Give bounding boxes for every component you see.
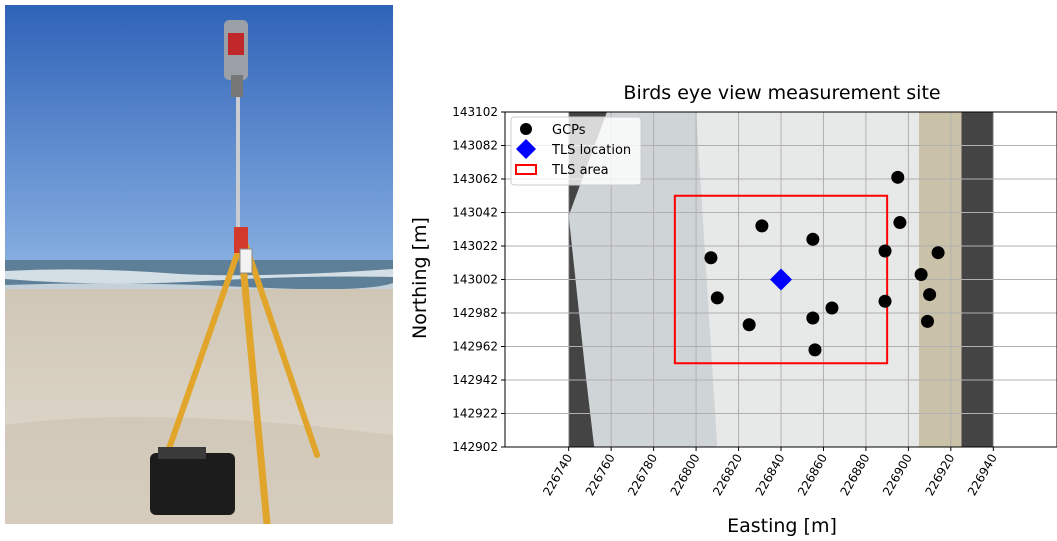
- y-tick-label: 142902: [452, 440, 498, 454]
- y-tick-label: 143062: [452, 172, 498, 186]
- equipment-case: [150, 453, 235, 515]
- gcp-point: [742, 318, 756, 332]
- tripod: [162, 239, 320, 524]
- gcp-point: [755, 219, 769, 233]
- chart-title: Birds eye view measurement site: [623, 82, 940, 104]
- y-tick-label: 142922: [452, 407, 498, 421]
- gcp-point: [878, 294, 892, 308]
- y-axis-title: Northing [m]: [409, 217, 431, 339]
- y-tick-label: 143022: [452, 239, 498, 253]
- x-tick-label: 226760: [583, 452, 618, 499]
- gcp-point: [704, 251, 718, 265]
- gcp-point: [808, 343, 822, 357]
- y-tick-label: 143002: [452, 273, 498, 287]
- x-tick-label: 226820: [710, 452, 745, 499]
- sky: [5, 5, 393, 263]
- legend-tls-area-marker: [515, 164, 537, 175]
- legend: GCPs TLS location TLS area: [510, 116, 642, 186]
- x-tick-label: 226780: [625, 452, 660, 499]
- gcp-point: [710, 291, 724, 305]
- gcp-point: [923, 288, 937, 302]
- x-tick-label: 226920: [922, 452, 957, 499]
- legend-tls-location-label: TLS location: [551, 143, 631, 158]
- legend-gcps-marker: [520, 123, 532, 135]
- x-tick-label: 226900: [880, 452, 915, 499]
- gcp-point: [920, 314, 934, 328]
- y-tick-label: 142942: [452, 373, 498, 387]
- data-points: [704, 170, 945, 357]
- x-tick-label: 226880: [837, 452, 872, 499]
- x-tick-label: 226940: [965, 452, 1000, 499]
- gcp-point: [825, 301, 839, 315]
- legend-tls-area-label: TLS area: [551, 163, 609, 178]
- x-tick-label: 226860: [795, 452, 830, 499]
- legend-gcps-label: GCPs: [552, 123, 586, 138]
- y-tick-label: 143102: [452, 105, 498, 119]
- x-tick-label: 226800: [668, 452, 703, 499]
- tls-field-photo: [5, 5, 393, 524]
- gcp-point: [806, 311, 820, 325]
- y-tick-label: 143042: [452, 206, 498, 220]
- x-axis-title: Easting [m]: [727, 515, 837, 537]
- gcp-point: [893, 216, 907, 230]
- gcp-point: [806, 232, 820, 246]
- gcp-point: [914, 267, 928, 281]
- gcp-point: [878, 244, 892, 258]
- gcp-point: [891, 170, 905, 184]
- x-tick-label: 226740: [540, 452, 575, 499]
- tls-area-rect: [673, 194, 889, 365]
- legend-tls-location-marker: [516, 139, 536, 159]
- tls-location-point: [770, 268, 792, 291]
- y-tick-label: 143082: [452, 139, 498, 153]
- birds-eye-chart: Birds eye view measurement site 142902 14…: [400, 70, 1057, 537]
- tripod-mount: [234, 227, 248, 253]
- gcp-point: [931, 246, 945, 260]
- tls-area-layer: [673, 194, 889, 365]
- y-tick-label: 142962: [452, 340, 498, 354]
- y-tick-label: 142982: [452, 306, 498, 320]
- x-tick-label: 226840: [753, 452, 788, 499]
